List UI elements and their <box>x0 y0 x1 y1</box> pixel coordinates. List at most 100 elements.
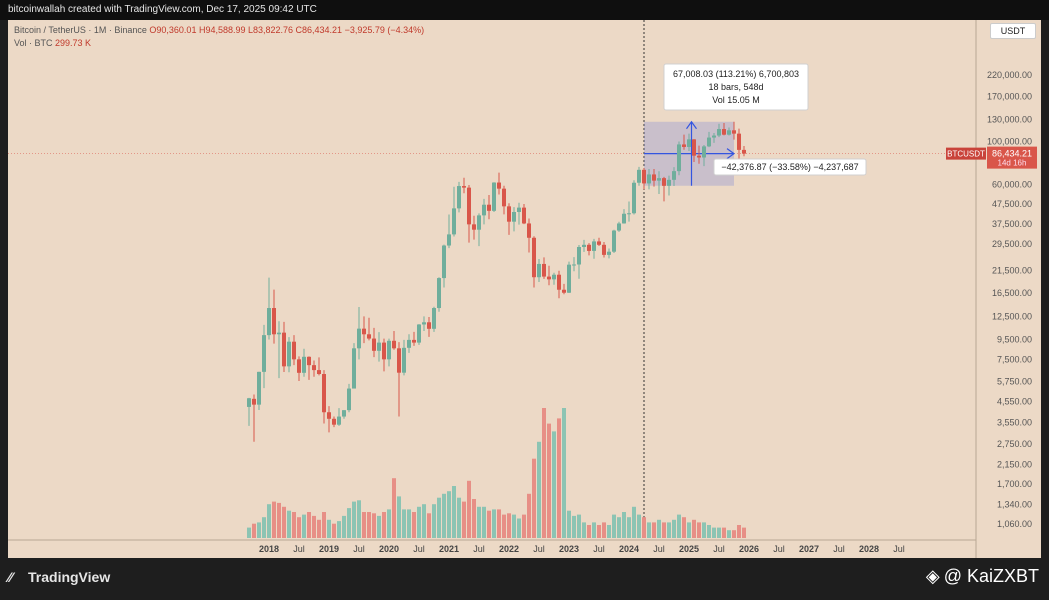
volume-bar <box>467 480 471 538</box>
x-tick-label: Jul <box>293 544 305 554</box>
x-tick-label: 2025 <box>679 544 699 554</box>
candle-body <box>702 146 706 158</box>
candle-body <box>687 139 691 147</box>
volume-bar <box>477 506 481 538</box>
candle-body <box>457 186 461 209</box>
candle-body <box>302 356 306 373</box>
volume-bar <box>462 501 466 538</box>
candle-body <box>692 139 696 156</box>
y-tick-label: 47,500.00 <box>992 199 1032 209</box>
volume-bar <box>552 431 556 538</box>
volume-bar <box>277 502 281 538</box>
x-tick-label: 2019 <box>319 544 339 554</box>
volume-bar <box>637 514 641 538</box>
volume-bar <box>392 478 396 538</box>
volume-bar <box>742 527 746 538</box>
measure-bars-text: 18 bars, 548d <box>708 82 763 92</box>
volume-bar <box>587 525 591 538</box>
price-tag <box>987 146 1037 169</box>
candle-body <box>482 204 486 216</box>
y-tick-label: 9,500.00 <box>997 334 1032 344</box>
candle-body <box>312 365 316 371</box>
volume-bar <box>732 530 736 538</box>
candle-body <box>547 276 551 280</box>
candle-body <box>507 206 511 222</box>
x-tick-label: 2018 <box>259 544 279 554</box>
volume-bar <box>632 506 636 538</box>
volume-bar <box>617 517 621 538</box>
candle-body <box>267 308 271 336</box>
volume-bar <box>692 519 696 538</box>
candle-body <box>272 308 276 335</box>
candle-body <box>512 211 516 222</box>
candle-body <box>672 171 676 180</box>
volume-bar <box>317 519 321 538</box>
volume-bar <box>517 518 521 538</box>
y-tick-label: 1,340.00 <box>997 499 1032 509</box>
volume-bar <box>582 522 586 538</box>
volume-bar <box>682 517 686 538</box>
y-tick-label: 21,500.00 <box>992 266 1032 276</box>
candle-body <box>372 338 376 351</box>
candle-body <box>432 308 436 329</box>
volume-bar <box>287 510 291 538</box>
y-tick-label: 1,700.00 <box>997 479 1032 489</box>
candle-body <box>427 322 431 329</box>
candle-body <box>402 347 406 373</box>
candle-body <box>357 328 361 349</box>
currency-button[interactable]: USDT <box>990 23 1036 39</box>
candle-body <box>442 245 446 279</box>
y-tick-label: 7,500.00 <box>997 354 1032 364</box>
candle-body <box>662 178 666 186</box>
x-tick-label: Jul <box>773 544 785 554</box>
volume-bar <box>507 513 511 538</box>
x-tick-label: Jul <box>833 544 845 554</box>
y-tick-label: 220,000.00 <box>987 70 1032 80</box>
candle-body <box>667 179 671 186</box>
volume-bar <box>402 509 406 538</box>
price-tag-value: 86,434.21 <box>992 149 1032 159</box>
volume-bar <box>667 522 671 538</box>
volume-bar <box>687 522 691 538</box>
measure-change-text: 67,008.03 (113.21%) 6,700,803 <box>673 69 799 79</box>
volume-bar <box>272 501 276 538</box>
candle-body <box>587 244 591 251</box>
y-tick-label: 1,060.00 <box>997 519 1032 529</box>
candle-body <box>727 130 731 135</box>
candle-body <box>392 340 396 349</box>
volume-bar <box>487 510 491 538</box>
volume-bar <box>432 504 436 538</box>
candle-body <box>602 244 606 255</box>
y-tick-label: 130,000.00 <box>987 114 1032 124</box>
candle-body <box>642 169 646 184</box>
candle-body <box>562 289 566 293</box>
y-tick-label: 12,500.00 <box>992 311 1032 321</box>
x-tick-label: 2023 <box>559 544 579 554</box>
candlestick-chart[interactable]: 220,000.00 170,000.00 130,000.00 100,000.00… <box>8 20 1041 558</box>
candle-body <box>682 144 686 147</box>
candle-body <box>532 237 536 278</box>
volume-bar <box>382 512 386 538</box>
volume-bar <box>347 508 351 538</box>
y-tick-label: 2,150.00 <box>997 459 1032 469</box>
measure-lower-box <box>713 158 867 176</box>
volume-bar <box>252 523 256 538</box>
tradingview-logo[interactable]: ⁄⁄ TradingView <box>8 569 110 585</box>
tradingview-icon: ⁄⁄ <box>8 569 13 585</box>
ohlc-values: O90,360.01 H94,588.99 L83,822.76 C86,434… <box>149 25 425 35</box>
symbol-tag <box>946 147 986 160</box>
volume-bar <box>572 515 576 538</box>
x-tick-label: 2028 <box>859 544 879 554</box>
candle-body <box>542 263 546 277</box>
candle-body <box>287 341 291 367</box>
volume-bar <box>537 441 541 538</box>
chart-area[interactable]: 220,000.00 170,000.00 130,000.00 100,000.00… <box>8 20 1041 558</box>
candle-body <box>452 208 456 235</box>
volume-bar <box>282 506 286 538</box>
volume-bar <box>262 517 266 538</box>
volume-bar <box>247 527 251 538</box>
candle-body <box>447 234 451 246</box>
volume-bar <box>337 521 341 538</box>
candle-body <box>327 412 331 419</box>
volume-bar <box>502 514 506 538</box>
